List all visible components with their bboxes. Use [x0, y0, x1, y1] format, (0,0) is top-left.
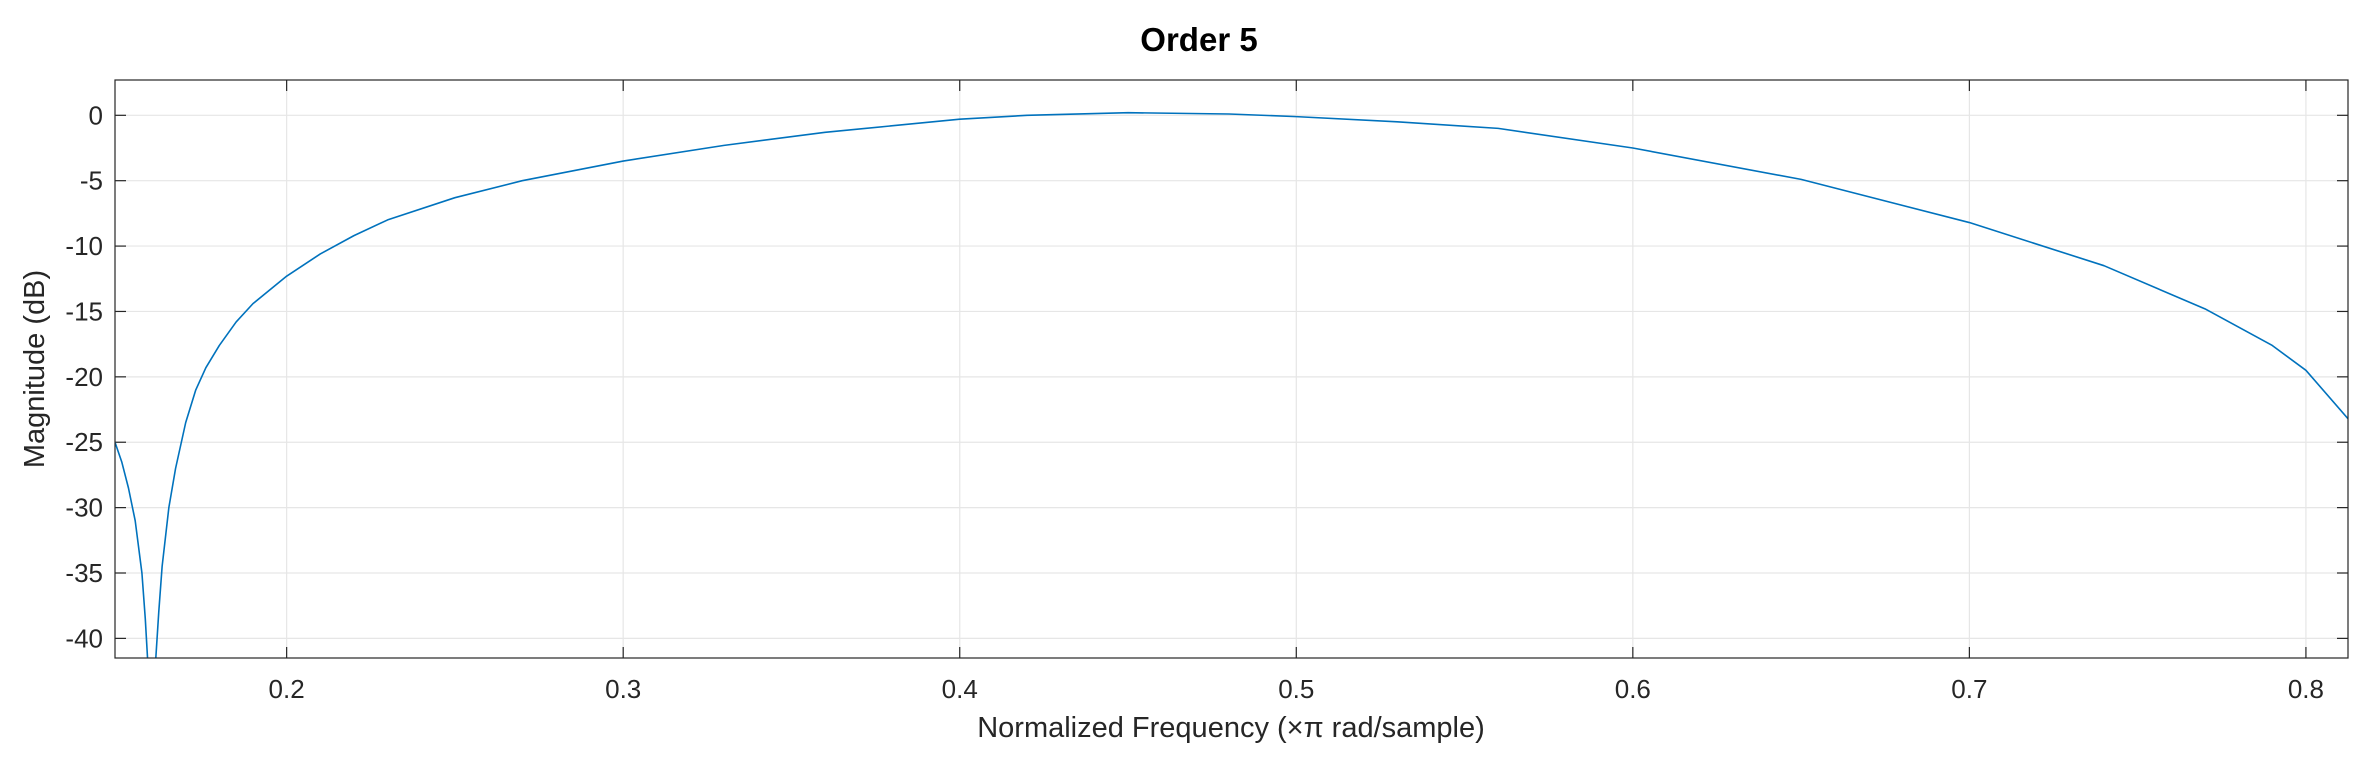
- x-tick-label: 0.7: [1951, 674, 1987, 704]
- x-axis-label: Normalized Frequency (×π rad/sample): [977, 712, 1485, 744]
- data-lines: [115, 111, 2348, 658]
- x-tick-label: 0.5: [1278, 674, 1314, 704]
- y-tick-label: -5: [80, 166, 103, 196]
- y-tick-label: -15: [65, 296, 103, 326]
- ticks: [115, 80, 2348, 658]
- x-tick-label: 0.4: [942, 674, 978, 704]
- y-tick-label: -10: [65, 231, 103, 261]
- y-tick-label: -25: [65, 427, 103, 457]
- x-tick-label: 0.3: [605, 674, 641, 704]
- y-tick-label: 0: [89, 100, 103, 130]
- x-tick-label: 0.8: [2288, 674, 2324, 704]
- axes-background: [115, 80, 2348, 658]
- magnitude-response-line: [115, 111, 2348, 658]
- y-tick-label: -30: [65, 493, 103, 523]
- grid: [115, 80, 2348, 658]
- y-tick-label: -40: [65, 623, 103, 653]
- x-tick-label: 0.2: [269, 674, 305, 704]
- plot-area: [114, 79, 2349, 659]
- chart-title: Order 5: [1140, 21, 1257, 58]
- axes-box: [114, 79, 2349, 659]
- y-tick-label: -35: [65, 558, 103, 588]
- tick-labels: 0.2 0.3 0.4 0.5 0.6 0.7 0.8 0 -5 -10 -15 -20 -25 -30 -…: [65, 100, 2324, 704]
- y-tick-label: -20: [65, 362, 103, 392]
- x-tick-label: 0.6: [1615, 674, 1651, 704]
- y-axis-label: Magnitude (dB): [19, 270, 51, 468]
